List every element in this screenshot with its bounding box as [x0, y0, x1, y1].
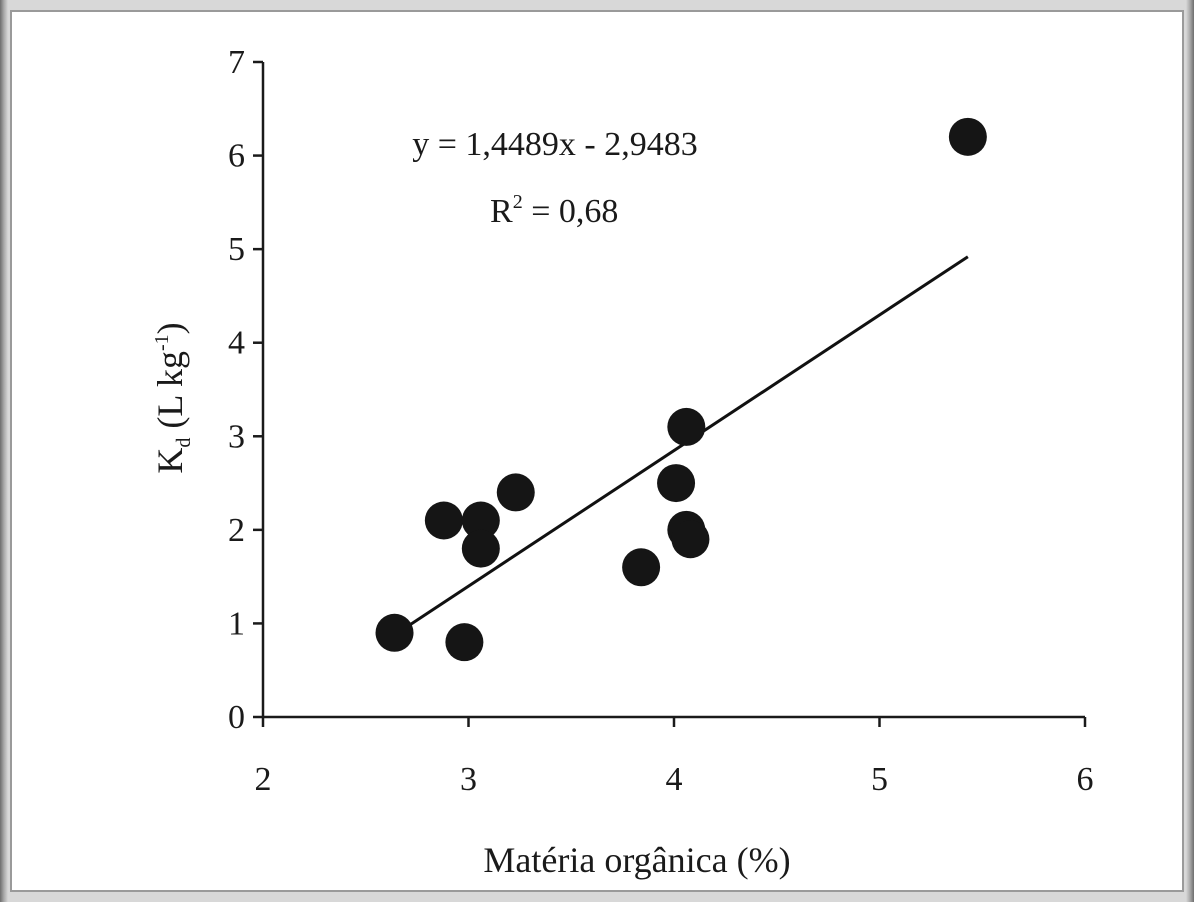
data-point: [424, 501, 463, 540]
data-point: [622, 548, 661, 587]
data-point: [496, 473, 535, 512]
y-axis-title-close: ): [150, 322, 190, 334]
y-tick-label: 0: [228, 699, 245, 736]
y-tick-label: 1: [228, 605, 245, 642]
y-axis-title-superscript: -1: [151, 334, 173, 351]
data-points: [375, 117, 987, 662]
y-tick-label: 3: [228, 418, 245, 455]
data-point: [445, 623, 484, 662]
data-point: [667, 407, 706, 446]
y-tick-label: 7: [228, 44, 245, 81]
x-tick-label: 4: [666, 761, 683, 798]
y-axis-title-main: K: [150, 448, 190, 474]
y-axis-title-unit: (L kg: [150, 351, 190, 438]
data-point: [375, 613, 414, 652]
x-tick-label: 6: [1077, 761, 1094, 798]
equation-label: y = 1,4489x - 2,9483: [412, 126, 698, 163]
x-tick-label: 2: [255, 761, 272, 798]
y-axis-title-subscript: d: [173, 438, 195, 448]
x-tick-label: 5: [871, 761, 888, 798]
r-squared-value: = 0,68: [523, 193, 619, 230]
x-axis-title: Matéria orgânica (%): [483, 840, 790, 880]
x-tick-label: 3: [460, 761, 477, 798]
data-point: [671, 520, 710, 559]
x-axis-ticks: 2 3 4 5 6: [255, 717, 1094, 798]
y-tick-label: 6: [228, 138, 245, 175]
y-tick-label: 2: [228, 512, 245, 549]
data-point: [657, 464, 696, 503]
y-axis-ticks: 0 1 2 3 4 5 6 7: [228, 44, 263, 736]
r-squared-label: R2 = 0,68: [490, 191, 618, 230]
data-point: [461, 529, 500, 568]
r-squared-letter: R: [490, 193, 513, 230]
r-squared-superscript: 2: [513, 191, 523, 213]
data-point: [948, 117, 987, 156]
y-tick-label: 5: [228, 231, 245, 268]
y-axis-title: Kd (L kg-1): [150, 322, 195, 473]
y-tick-label: 4: [228, 325, 245, 362]
data-point: [461, 501, 500, 540]
